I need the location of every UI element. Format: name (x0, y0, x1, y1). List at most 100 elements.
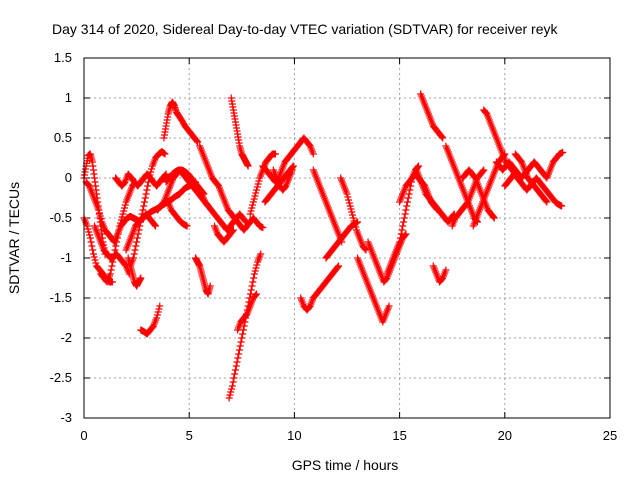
data-point-marker (335, 262, 343, 270)
data-point-marker (401, 210, 409, 218)
y-tick-label: -2 (60, 330, 72, 345)
y-tick-label: -0.5 (50, 210, 72, 225)
data-point-marker (162, 170, 170, 178)
data-point-marker (144, 182, 152, 190)
data-point-marker (248, 282, 256, 290)
data-point-marker (231, 370, 239, 378)
data-point-marker (89, 246, 97, 254)
data-point-marker (145, 174, 153, 182)
y-tick-label: -1 (60, 250, 72, 265)
data-point-marker (346, 202, 354, 210)
data-point-marker (229, 378, 237, 386)
data-point-marker (345, 196, 353, 204)
data-point-marker (438, 133, 446, 141)
data-point-marker (144, 178, 152, 186)
data-point-marker (350, 217, 358, 225)
data-point-marker (257, 250, 265, 258)
data-point-marker (490, 214, 498, 222)
data-point-marker (439, 134, 447, 142)
data-point-marker (141, 194, 149, 202)
data-point-marker (403, 202, 411, 210)
data-point-marker (415, 162, 423, 170)
data-point-marker (343, 190, 351, 198)
data-point-marker (543, 198, 551, 206)
data-point-marker (400, 214, 408, 222)
data-point-marker (114, 230, 122, 238)
data-point-marker (131, 246, 139, 254)
y-axis-label: SDTVAR / TECUs (6, 182, 22, 294)
data-point-marker (281, 183, 289, 191)
data-point-marker (250, 270, 258, 278)
data-point-marker (161, 171, 169, 179)
data-point-marker (148, 165, 156, 173)
data-point-marker (247, 207, 255, 215)
series-arc17 (198, 190, 250, 234)
x-tick-label: 0 (80, 428, 87, 443)
series-arc36 (429, 262, 450, 286)
data-point-marker (382, 275, 390, 283)
data-point-marker (253, 183, 261, 191)
data-point-marker (156, 302, 164, 310)
data-point-marker (146, 171, 154, 179)
x-tick-label: 15 (392, 428, 406, 443)
data-point-marker (147, 168, 155, 176)
data-point-marker (155, 305, 163, 313)
plot-frame (83, 57, 611, 419)
data-point-marker (121, 204, 129, 212)
data-point-marker (351, 220, 359, 228)
data-point-marker (112, 242, 120, 250)
data-point-marker (142, 190, 150, 198)
data-point-marker (228, 385, 236, 393)
data-point-marker (194, 138, 202, 146)
data-point-marker (109, 254, 117, 262)
data-point-marker (250, 195, 258, 203)
data-point-marker (91, 256, 99, 264)
data-point-marker (404, 194, 412, 202)
data-point-marker (396, 234, 404, 242)
series-arc24 (261, 162, 297, 206)
data-point-marker (348, 208, 356, 216)
data-point-marker (402, 206, 410, 214)
data-point-marker (559, 148, 567, 156)
data-point-marker (95, 206, 103, 214)
series-arc44 (511, 150, 551, 206)
x-axis-label: GPS time / hours (292, 457, 399, 473)
data-point-marker (385, 302, 393, 310)
data-point-marker (183, 222, 191, 230)
x-tick-label: 20 (498, 428, 512, 443)
data-point-marker (133, 238, 141, 246)
data-point-marker (143, 186, 151, 194)
data-point-marker (347, 205, 355, 213)
data-point-marker (117, 219, 125, 227)
data-point-marker (480, 166, 488, 174)
series-arc42 (492, 148, 567, 182)
series-arc21 (227, 94, 252, 170)
data-point-marker (403, 198, 411, 206)
data-point-marker (253, 290, 261, 298)
series-arc12 (160, 98, 202, 146)
data-point-marker (90, 253, 98, 261)
data-point-marker (139, 206, 147, 214)
data-point-marker (349, 214, 357, 222)
data-point-marker (250, 274, 258, 282)
data-point-marker (233, 358, 241, 366)
data-point-marker (109, 258, 117, 266)
data-point-marker (85, 228, 93, 236)
data-point-marker (152, 222, 160, 230)
data-point-marker (247, 286, 255, 294)
data-point-marker (111, 246, 119, 254)
data-point-marker (236, 342, 244, 350)
data-point-marker (252, 264, 260, 272)
data-point-marker (118, 213, 126, 221)
data-point-marker (116, 222, 124, 230)
data-point-marker (133, 234, 141, 242)
data-point-marker (140, 202, 148, 210)
data-point-marker (159, 199, 167, 207)
data-point-marker (231, 366, 239, 374)
data-point-marker (396, 238, 404, 246)
data-point-marker (228, 382, 236, 390)
data-point-marker (96, 212, 104, 220)
data-point-marker (235, 346, 243, 354)
data-point-marker (249, 278, 257, 286)
series-arc19 (225, 250, 265, 402)
